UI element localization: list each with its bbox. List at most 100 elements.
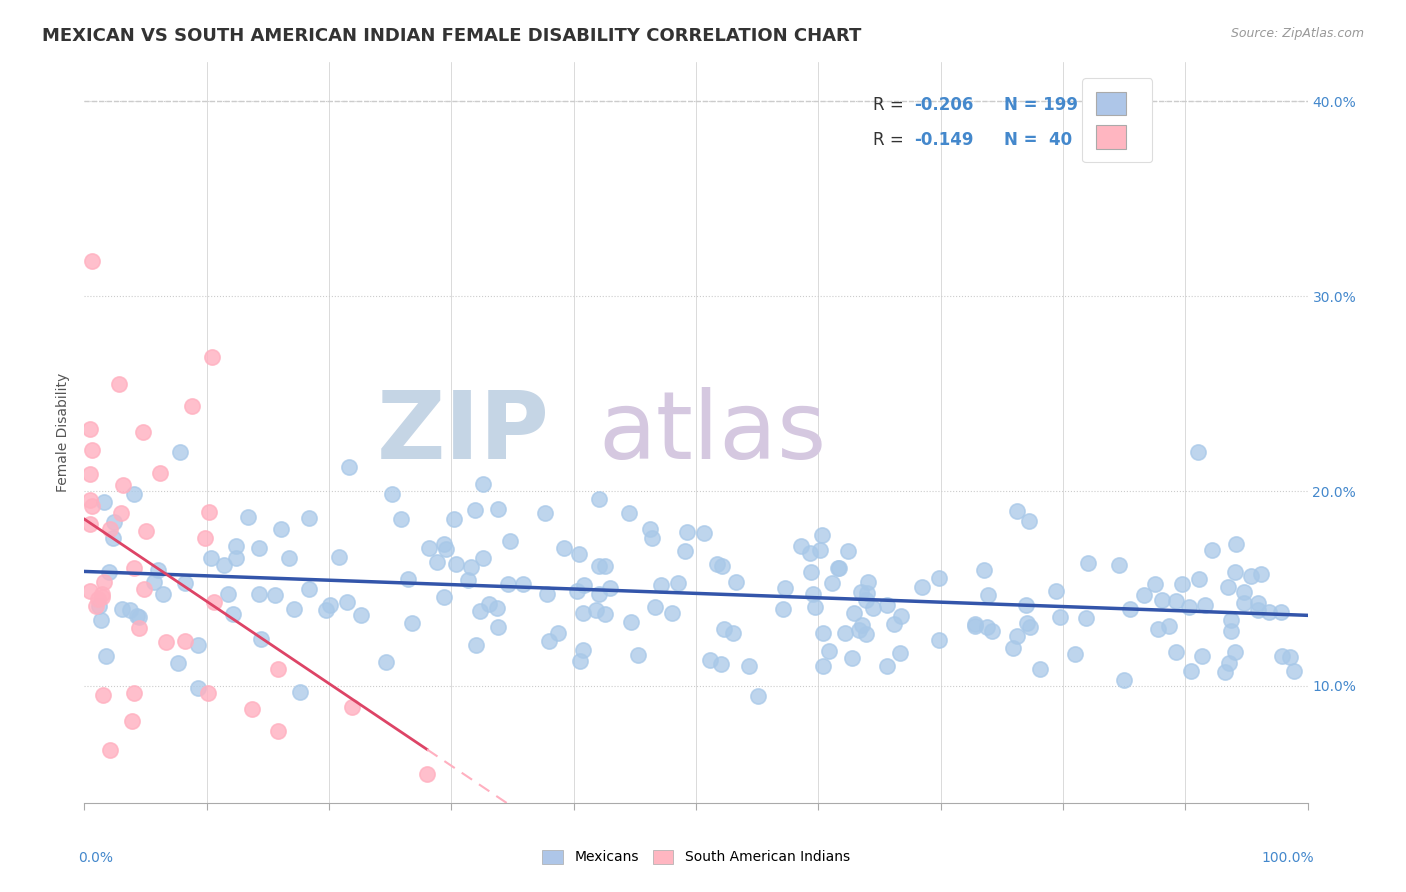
- Point: [122, 487, 145, 501]
- Point: [862, 600, 884, 615]
- Point: [79, 516, 101, 531]
- Point: [264, 588, 287, 602]
- Point: [1049, 610, 1071, 624]
- Point: [851, 617, 873, 632]
- Point: [152, 587, 174, 601]
- Point: [486, 620, 509, 634]
- Point: [1045, 584, 1067, 599]
- Point: [538, 634, 561, 648]
- Point: [464, 502, 486, 516]
- Point: [381, 487, 404, 501]
- Point: [267, 662, 290, 676]
- Point: [155, 634, 177, 648]
- Text: -0.206: -0.206: [914, 95, 973, 113]
- Point: [1005, 629, 1028, 643]
- Point: [247, 587, 270, 601]
- Point: [132, 425, 155, 439]
- Point: [828, 561, 851, 575]
- Point: [928, 633, 950, 648]
- Text: N = 199: N = 199: [1004, 95, 1078, 113]
- Point: [1018, 514, 1040, 528]
- Point: [1223, 565, 1246, 579]
- Legend: Mexicans, South American Indians: Mexicans, South American Indians: [537, 844, 855, 870]
- Point: [1017, 616, 1039, 631]
- Point: [128, 621, 150, 635]
- Point: [434, 541, 457, 556]
- Point: [396, 572, 419, 586]
- Point: [588, 587, 610, 601]
- Point: [197, 686, 219, 700]
- Point: [644, 600, 666, 615]
- Point: [1194, 598, 1216, 612]
- Point: [135, 524, 157, 538]
- Point: [250, 632, 273, 646]
- Point: [568, 654, 591, 668]
- Point: [595, 559, 617, 574]
- Point: [187, 638, 209, 652]
- Point: [976, 620, 998, 634]
- Point: [90, 591, 112, 605]
- Point: [298, 582, 321, 596]
- Point: [146, 563, 169, 577]
- Point: [1218, 580, 1240, 594]
- Point: [443, 512, 465, 526]
- Point: [638, 522, 661, 536]
- Point: [202, 595, 225, 609]
- Point: [1014, 598, 1036, 612]
- Point: [197, 505, 219, 519]
- Point: [725, 574, 748, 589]
- Point: [457, 573, 479, 587]
- Point: [91, 688, 114, 702]
- Text: 100.0%: 100.0%: [1261, 851, 1313, 865]
- Point: [747, 690, 769, 704]
- Point: [1064, 647, 1087, 661]
- Point: [699, 653, 721, 667]
- Point: [617, 506, 640, 520]
- Point: [472, 477, 495, 491]
- Point: [706, 558, 728, 572]
- Point: [817, 644, 839, 658]
- Point: [122, 561, 145, 575]
- Point: [79, 421, 101, 435]
- Point: [98, 522, 121, 536]
- Point: [588, 559, 610, 574]
- Point: [498, 576, 520, 591]
- Point: [1074, 611, 1097, 625]
- Text: R =: R =: [873, 131, 910, 149]
- Point: [465, 638, 488, 652]
- Point: [588, 492, 610, 507]
- Point: [166, 656, 188, 670]
- Point: [79, 492, 101, 507]
- Point: [547, 626, 569, 640]
- Point: [963, 617, 986, 632]
- Point: [128, 610, 150, 624]
- Point: [98, 743, 121, 757]
- Point: [599, 581, 621, 595]
- Point: [593, 607, 616, 621]
- Point: [855, 627, 877, 641]
- Point: [236, 510, 259, 524]
- Point: [1171, 577, 1194, 591]
- Point: [108, 377, 131, 392]
- Point: [194, 531, 217, 545]
- Point: [335, 595, 357, 609]
- Point: [101, 531, 124, 545]
- Point: [217, 587, 239, 601]
- Point: [132, 582, 155, 596]
- Point: [641, 531, 664, 545]
- Point: [772, 602, 794, 616]
- Point: [585, 603, 607, 617]
- Point: [468, 604, 491, 618]
- Point: [225, 550, 247, 565]
- Point: [710, 559, 733, 574]
- Point: [98, 565, 121, 579]
- Point: [1225, 645, 1247, 659]
- Point: [96, 648, 118, 663]
- Point: [965, 619, 987, 633]
- Point: [811, 658, 834, 673]
- Point: [650, 577, 672, 591]
- Text: 0.0%: 0.0%: [79, 851, 114, 865]
- Point: [80, 443, 103, 458]
- Point: [169, 445, 191, 459]
- Point: [668, 576, 690, 591]
